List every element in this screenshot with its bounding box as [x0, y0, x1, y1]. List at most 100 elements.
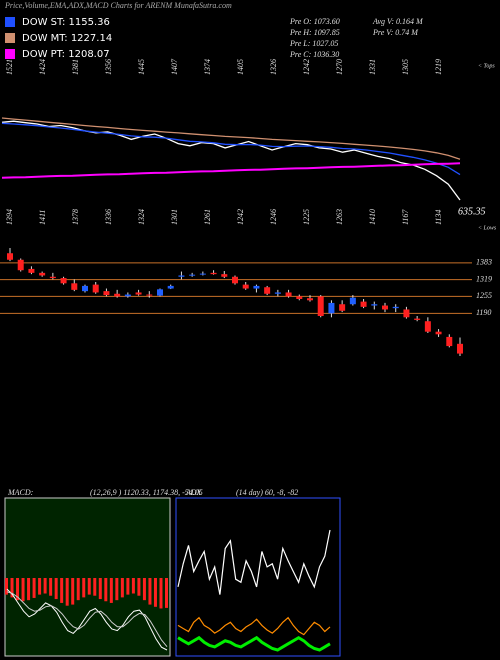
top-label: 1270	[335, 59, 344, 75]
macd-bar	[27, 578, 31, 601]
price-line	[1, 120, 461, 201]
macd-bar	[98, 578, 102, 600]
candle-body	[446, 336, 453, 347]
legend-label: DOW ST: 1155.36	[22, 17, 110, 28]
info: Pre L: 1027.05	[289, 39, 338, 48]
top-label: 1521	[5, 59, 14, 75]
low-label: 1242	[236, 209, 245, 225]
info: Pre V: 0.74 M	[372, 28, 419, 37]
candle-body	[274, 292, 281, 294]
top-label: 1424	[38, 59, 47, 75]
candle-body	[28, 268, 35, 273]
top-label: 1219	[434, 59, 443, 75]
candle-body	[242, 284, 249, 289]
macd-bar	[16, 578, 20, 601]
candle-body	[328, 302, 335, 314]
macd-bar	[32, 578, 36, 598]
level-label: 1190	[476, 308, 491, 317]
low-label: 1246	[269, 209, 278, 225]
macd-bar	[65, 578, 69, 606]
candle-body	[92, 284, 99, 293]
candle-body	[264, 287, 271, 294]
macd-bar	[38, 578, 42, 595]
low-label: 1263	[335, 209, 344, 225]
macd-bar	[71, 578, 75, 605]
candle-body	[414, 318, 421, 320]
top-label: 1242	[302, 59, 311, 75]
macd-params: (12,26,9 ) 1120.33, 1174.38, -54.05	[90, 488, 203, 497]
candle-body	[71, 283, 78, 290]
legend-label: DOW MT: 1227.14	[22, 33, 112, 44]
top-label: 1356	[104, 59, 113, 75]
candle-body	[49, 276, 56, 279]
candle-body	[157, 289, 163, 296]
candle-body	[317, 296, 324, 316]
candle-body	[7, 253, 13, 260]
candle-body	[382, 305, 388, 310]
candle-body	[435, 331, 442, 335]
adx-params: (14 day) 60, -8, -82	[236, 488, 298, 497]
ema-line	[1, 117, 461, 160]
macd-panel	[4, 497, 171, 657]
macd-label: MACD:	[7, 488, 34, 497]
macd-bar	[104, 578, 108, 602]
low-label: 1394	[5, 209, 14, 225]
candle-body	[210, 272, 217, 275]
candle-body	[296, 296, 303, 299]
macd-bar	[137, 578, 141, 596]
info: Pre C: 1036.30	[289, 50, 339, 59]
candle-body	[103, 291, 110, 296]
top-label: 1305	[401, 59, 410, 75]
top-label: 1407	[170, 58, 179, 75]
info: Avg V: 0.164 M	[372, 17, 424, 26]
candle-body	[114, 293, 121, 297]
candle-body	[39, 272, 46, 276]
top-label: 1331	[368, 59, 377, 75]
macd-bar	[49, 578, 53, 596]
candle-body	[371, 304, 378, 306]
low-label: 1225	[302, 209, 311, 225]
macd-bar	[142, 578, 146, 601]
candle-body	[146, 294, 153, 296]
adx-label: ADX	[185, 488, 203, 497]
page-title: Price,Volume,EMA,ADX,MACD Charts for ARE…	[4, 1, 232, 10]
low-label: 1134	[434, 210, 443, 225]
low-label: 1301	[170, 209, 179, 225]
adx-line	[177, 635, 331, 652]
candle-body	[392, 306, 399, 309]
level-label: 1319	[476, 274, 492, 283]
low-label: 1261	[203, 209, 212, 225]
candle-body	[178, 275, 185, 277]
low-label: 1411	[38, 210, 47, 225]
candle-body	[349, 297, 356, 305]
macd-bar	[60, 578, 64, 603]
candle-body	[221, 274, 228, 277]
macd-bar	[153, 578, 157, 607]
candle-body	[285, 292, 292, 297]
top-label: 1405	[236, 59, 245, 75]
ema-line	[1, 122, 461, 176]
candle-body	[307, 298, 313, 301]
adx-line	[177, 529, 331, 595]
candle-body	[424, 321, 431, 332]
macd-bar	[109, 578, 113, 603]
low-label: 1378	[71, 209, 80, 225]
ema-line	[1, 162, 461, 179]
candle-body	[82, 285, 88, 292]
legend-swatch	[5, 49, 15, 59]
macd-bar	[87, 578, 91, 595]
macd-bar	[54, 578, 58, 600]
macd-bar	[93, 578, 97, 596]
adx-line	[177, 616, 331, 636]
info: Pre O: 1073.60	[289, 17, 340, 26]
top-label: 1326	[269, 59, 278, 75]
macd-bar	[43, 578, 47, 594]
candle-body	[124, 294, 131, 297]
macd-bar	[21, 578, 25, 602]
macd-bar	[165, 578, 168, 608]
candle-body	[167, 285, 174, 289]
legend-swatch	[5, 33, 15, 43]
low-label: 1324	[137, 209, 146, 225]
candle-body	[17, 259, 24, 271]
lows-label: < Lows	[478, 225, 497, 231]
